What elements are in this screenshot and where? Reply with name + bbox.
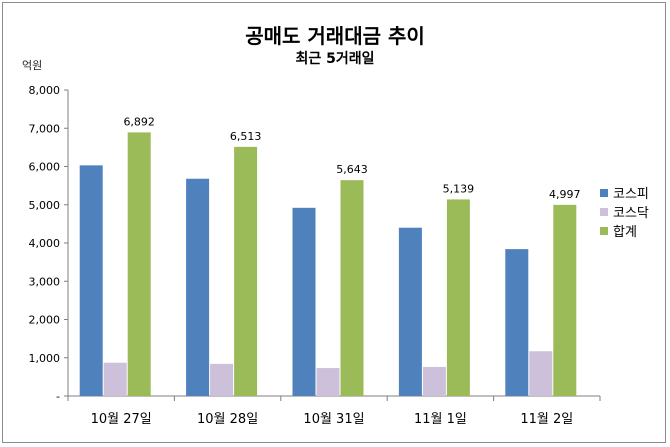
y-tick-label: 8,000 [29,84,61,97]
bar-코스닥 [210,363,234,396]
y-tick-label: 5,000 [29,199,61,212]
legend-label: 코스닥 [613,206,649,221]
y-tick-label: 1,000 [29,352,61,365]
bar-코스피 [505,249,529,396]
chart-subtitle: 최근 5거래일 [295,51,375,67]
y-tick-label: 2,000 [29,314,61,327]
bar-코스닥 [103,362,127,396]
y-tick-label: 4,000 [29,237,61,250]
y-tick-label: - [56,390,60,403]
legend-label: 코스피 [613,187,649,202]
data-label: 6,892 [123,115,155,128]
legend-swatch [600,189,608,197]
data-label: 4,997 [549,188,581,201]
x-category-label: 11월 2일 [520,412,573,427]
x-category-label: 10월 28일 [197,412,258,427]
bar-코스닥 [529,351,553,396]
bars [79,132,577,397]
legend-label: 합계 [613,225,637,240]
bar-코스피 [79,165,103,396]
bar-합계 [234,146,258,396]
bar-코스피 [186,178,210,396]
y-tick-label: 7,000 [29,122,61,135]
bar-합계 [340,180,364,396]
x-category-label: 10월 27일 [91,412,152,427]
data-label: 6,513 [230,130,262,143]
data-label: 5,643 [336,163,368,176]
bar-코스닥 [422,366,446,396]
x-category-label: 11월 1일 [414,412,467,427]
bar-코스피 [292,207,316,396]
chart-title: 공매도 거래대금 추이 [245,24,425,48]
data-label: 5,139 [443,182,475,195]
bar-합계 [127,132,151,397]
y-tick-label: 6,000 [29,161,61,174]
legend-swatch [600,227,608,235]
bar-합계 [553,204,577,396]
bar-코스피 [398,227,422,396]
y-tick-label: 3,000 [29,275,61,288]
legend-swatch [600,208,608,216]
bar-합계 [446,199,470,396]
y-axis-unit-label: 억원 [22,59,43,72]
labels: 6,892 6,513 5,643 5,139 4,997 [123,115,580,200]
x-category-label: 10월 31일 [303,412,364,427]
bar-코스닥 [316,368,340,396]
